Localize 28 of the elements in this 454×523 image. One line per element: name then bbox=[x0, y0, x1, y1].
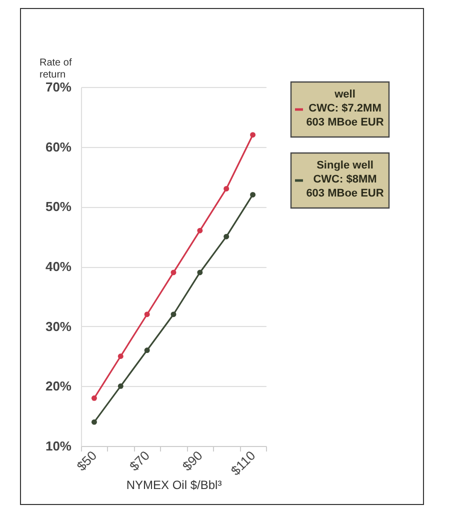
point bbox=[170, 270, 176, 276]
y-tick-label: 30% bbox=[45, 318, 72, 334]
x-tick-label: $90 bbox=[179, 448, 206, 474]
point bbox=[91, 419, 97, 425]
point bbox=[118, 383, 124, 389]
point bbox=[224, 186, 230, 192]
y-tick-label: 50% bbox=[45, 199, 72, 214]
text: Single well CWC: $8MM 603 MBoe EUR bbox=[306, 160, 384, 200]
point bbox=[197, 270, 203, 276]
point bbox=[250, 192, 256, 198]
x-tick-label: $50 bbox=[74, 448, 100, 474]
y-tick-label: 70% bbox=[45, 80, 72, 94]
text: well CWC: $7.2MM 603 MBoe EUR bbox=[306, 88, 384, 128]
point bbox=[118, 354, 124, 359]
y-tick-label: 20% bbox=[45, 378, 72, 394]
y-tick-label: 10% bbox=[45, 438, 72, 454]
x-tick-label: $70 bbox=[126, 448, 153, 474]
point bbox=[91, 395, 97, 401]
point bbox=[170, 312, 176, 318]
y-tick-label: 40% bbox=[45, 259, 72, 274]
y-tick-label: 60% bbox=[45, 139, 72, 154]
point bbox=[144, 348, 150, 353]
point bbox=[224, 234, 230, 240]
point bbox=[144, 312, 150, 318]
y-axis-title: Rate of return bbox=[40, 58, 72, 80]
point bbox=[250, 132, 256, 138]
point bbox=[197, 228, 203, 234]
x-axis-title: NYMEX Oil $/Bbl³ bbox=[126, 478, 222, 492]
